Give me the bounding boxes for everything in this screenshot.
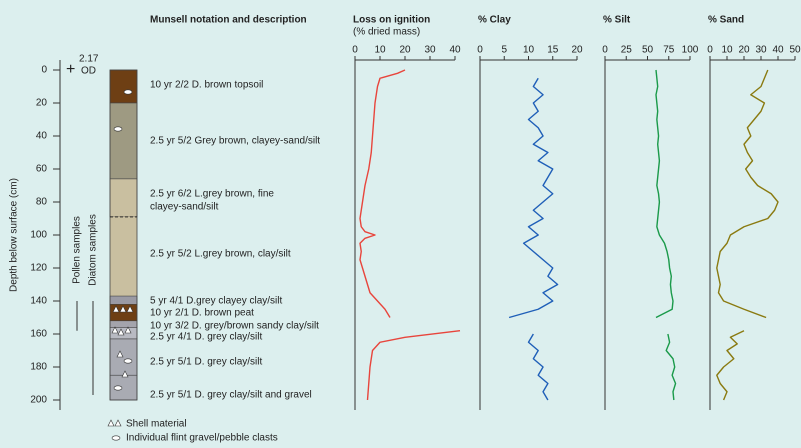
y-tick-label: 100: [30, 230, 47, 241]
x-tick-label: 5: [501, 45, 507, 56]
x-tick-label: 0: [602, 45, 608, 56]
layer-label: clayey-sand/silt: [150, 202, 219, 213]
x-tick-label: 10: [721, 45, 733, 56]
shell-symbol: [111, 326, 119, 334]
x-tick-label: 40: [772, 45, 784, 56]
y-axis-title: Depth below surface (cm): [9, 178, 20, 292]
layer: [109, 320, 138, 328]
y-tick-label: 60: [36, 164, 48, 175]
shell-symbol: [112, 305, 120, 313]
shell-symbol: [124, 326, 132, 334]
datum-sign: +: [66, 61, 75, 78]
sample-label: Diatom samples: [88, 214, 99, 286]
layer-label: 2.5 yr 4/1 D. grey clay/silt: [150, 332, 262, 343]
y-tick-label: 120: [30, 263, 47, 274]
y-tick-label: 140: [30, 296, 47, 307]
layer: [109, 338, 138, 376]
pebble-symbol: [113, 385, 123, 391]
shell-symbol: [117, 328, 125, 336]
x-tick-label: 0: [477, 45, 483, 56]
x-tick-label: 10: [523, 45, 535, 56]
x-tick-label: 100: [682, 45, 699, 56]
y-tick-label: 200: [30, 395, 47, 406]
profile-line: [716, 330, 745, 401]
x-tick-label: 50: [642, 45, 654, 56]
x-tick-label: 10: [374, 45, 386, 56]
profile-line: [508, 77, 559, 319]
pebble-symbol: [123, 89, 133, 95]
profile-line: [359, 69, 406, 318]
layer-label: 2.5 yr 5/1 D. grey clay/silt and gravel: [150, 390, 312, 401]
legend-label: Individual flint gravel/pebble clasts: [126, 433, 278, 444]
shell-symbol: [116, 350, 124, 358]
shell-symbol: [119, 305, 127, 313]
layer-label: 2.5 yr 5/2 L.grey brown, clay/silt: [150, 249, 291, 260]
sample-label: Pollen samples: [72, 216, 83, 284]
y-tick-label: 20: [36, 98, 48, 109]
shell-symbol: [121, 370, 129, 378]
layer: [109, 102, 138, 180]
shell-symbol: [114, 419, 122, 427]
x-tick-label: 25: [621, 45, 633, 56]
pebble-symbol: [123, 358, 133, 364]
panel-title: % Silt: [603, 15, 631, 26]
x-tick-label: 20: [571, 45, 583, 56]
layer: [109, 178, 138, 218]
x-tick-label: 50: [789, 45, 801, 56]
pebble-symbol: [113, 126, 123, 132]
layer-label: 10 yr 3/2 D. grey/brown sandy clay/silt: [150, 321, 319, 332]
legend-label: Shell material: [126, 419, 187, 430]
x-tick-label: 0: [707, 45, 713, 56]
datum-label: OD: [81, 66, 96, 77]
profile-line: [655, 69, 674, 319]
panel-title: % Clay: [478, 15, 511, 26]
shell-symbol: [107, 419, 115, 427]
x-tick-label: 30: [755, 45, 767, 56]
column-title: Munsell notation and description: [150, 15, 307, 26]
panel-subtitle: (% dried mass): [353, 27, 420, 38]
x-tick-label: 20: [399, 45, 411, 56]
x-tick-label: 40: [449, 45, 461, 56]
x-tick-label: 75: [663, 45, 675, 56]
datum-value: 2.17: [79, 54, 99, 65]
x-tick-label: 30: [424, 45, 436, 56]
x-tick-label: 15: [547, 45, 559, 56]
layer-label: 2.5 yr 6/2 L.grey brown, fine: [150, 189, 274, 200]
layer-label: 10 yr 2/2 D. brown topsoil: [150, 80, 263, 91]
layer: [109, 295, 138, 305]
panel-title: Loss on ignition: [353, 15, 430, 26]
column-outline: [109, 69, 138, 401]
layer-label: 5 yr 4/1 D.grey clayey clay/silt: [150, 296, 282, 307]
y-tick-label: 160: [30, 329, 47, 340]
y-tick-label: 0: [41, 65, 47, 76]
layer-label: 2.5 yr 5/2 Grey brown, clayey-sand/silt: [150, 136, 320, 147]
y-tick-label: 40: [36, 131, 48, 142]
x-tick-label: 20: [738, 45, 750, 56]
pebble-symbol: [111, 435, 121, 441]
y-tick-label: 80: [36, 197, 48, 208]
y-tick-label: 180: [30, 362, 47, 373]
profile-line: [527, 333, 549, 401]
layer-label: 10 yr 2/1 D. brown peat: [150, 308, 254, 319]
layer-label: 2.5 yr 5/1 D. grey clay/silt: [150, 357, 262, 368]
shell-symbol: [126, 305, 134, 313]
panel-title: % Sand: [708, 15, 744, 26]
profile-line: [716, 69, 779, 319]
layer: [109, 69, 138, 104]
x-tick-label: 0: [352, 45, 358, 56]
layer: [110, 216, 137, 297]
profile-line: [366, 330, 461, 401]
profile-line: [665, 333, 677, 401]
